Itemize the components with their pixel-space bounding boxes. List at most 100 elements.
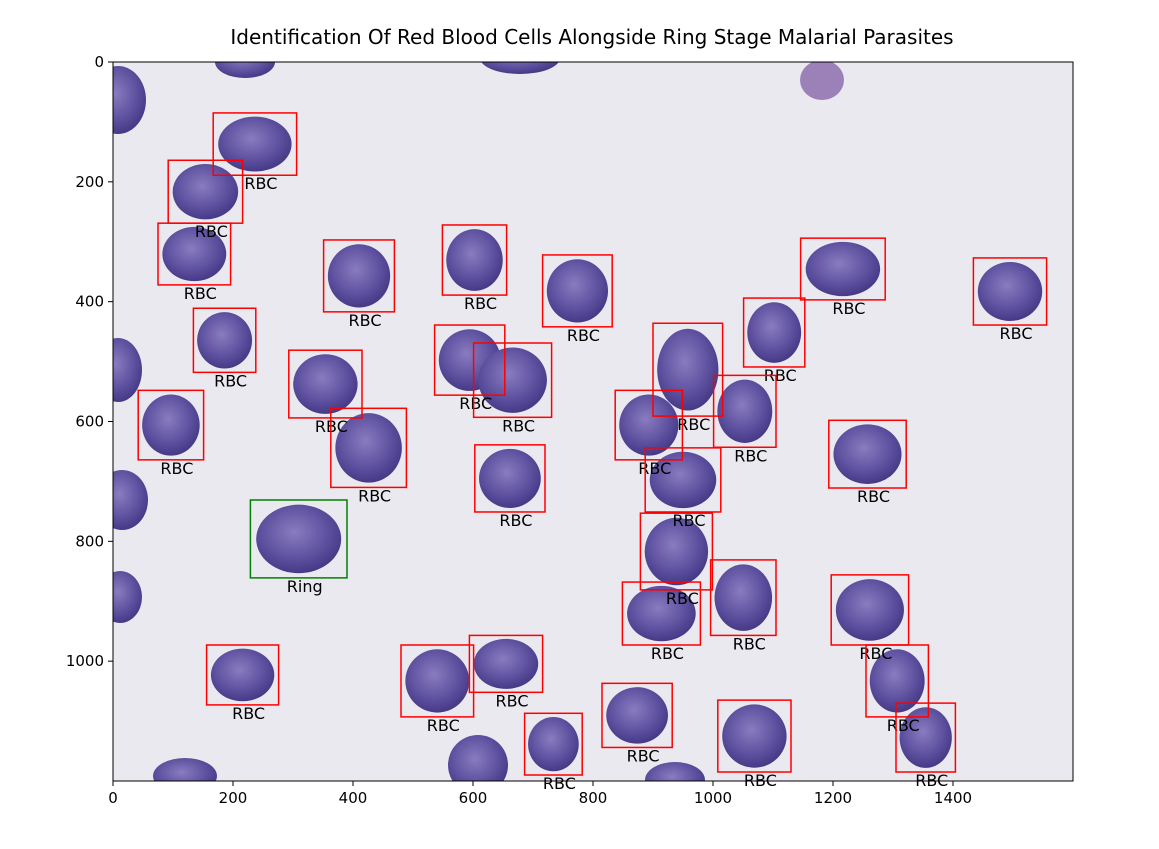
cell [619,394,679,456]
cell [448,735,508,781]
bounding-box [330,407,408,489]
box-label: RBC [832,299,865,318]
cell [479,448,541,508]
x-tick-label: 600 [459,789,488,807]
bounding-box [828,419,907,489]
bounding-box [523,712,583,776]
cell [546,259,609,323]
cell [405,649,470,713]
box-label: RBC [764,366,797,385]
box-label: RBC [1000,324,1033,343]
bounding-box [865,644,930,718]
cell [172,164,239,220]
cell [606,687,668,744]
bounding-box [712,374,777,449]
box-label: RBC [859,644,892,663]
x-tick-label: 800 [579,789,608,807]
box-label: RBC [427,716,460,735]
cell [869,649,925,713]
cell [722,704,787,768]
bounding-box [474,444,546,513]
box-label: RBC [857,487,890,506]
cell [113,338,142,402]
cell [657,328,719,411]
x-tick-label: 1400 [934,789,972,807]
cell [805,241,881,297]
boxes: RBC RBC RBC RBC RBC RBC RBC RBC RBC RBC RBC RBC RBC R… [137,112,1048,793]
box-label: RBC [464,294,497,313]
cells [142,116,1043,772]
bounding-box [205,644,280,706]
cell [215,62,275,78]
y-tick-label: 1000 [66,652,104,670]
cell [153,758,217,781]
cell [327,244,391,308]
bounding-box [644,447,722,513]
bounding-box [709,559,777,637]
cell [528,716,579,772]
cell [335,413,402,483]
cell [899,707,952,768]
bounding-box [192,307,257,374]
cell [293,354,358,414]
bounding-box [742,297,806,368]
bounding-box [212,112,298,176]
chart-title: Identification Of Red Blood Cells Alongs… [230,25,953,49]
cell [833,424,902,484]
box-label: RBC [349,311,382,330]
box-label: RBC [499,511,532,530]
box-label: RBC [627,746,660,765]
box-label: RBC [214,371,247,390]
cell [142,394,200,456]
bounding-box [157,222,232,286]
cell [627,585,696,642]
box-label: RBC [459,394,492,413]
bounding-box [972,257,1048,326]
image [113,62,1073,781]
box-label: RBC [232,704,265,723]
cell [446,229,503,291]
box-label: RBC [733,634,766,653]
box-label: RBC [673,511,706,530]
box-label: RBC [502,416,535,435]
box-label: RBC [638,459,671,478]
bounding-box [621,581,702,646]
cell [218,116,292,172]
box-label: RBC [160,459,193,478]
y-tick-label: 400 [75,293,104,311]
cell [113,571,142,623]
cell [645,762,705,781]
decorative-cells [113,62,844,781]
x-tick-label: 400 [339,789,368,807]
cell [113,66,146,134]
cell [714,564,773,631]
cell [478,347,547,413]
y-tick-label: 200 [75,173,104,191]
box-label: RBC [184,284,217,303]
box-label: RBC [358,486,391,505]
cell [747,302,802,363]
bounding-box [433,324,506,396]
x-tick-label: 0 [108,789,118,807]
bounding-box [249,499,348,579]
y-tick-label: 800 [75,532,104,550]
x-tick-label: 1200 [814,789,852,807]
y-tick-label: 0 [94,53,104,71]
bounding-box [288,349,363,419]
cell [649,451,717,509]
box-label: RBC [734,446,767,465]
bounding-box [322,239,396,313]
y-tick-label: 600 [75,413,104,431]
bounding-box [601,682,673,749]
cell [481,62,559,74]
cell [717,379,773,443]
bounding-box [652,322,724,417]
cell [800,62,844,100]
box-label: RBC [887,716,920,735]
bounding-box [717,699,792,773]
bounding-box [541,254,613,328]
box-label: RBC [651,644,684,663]
cell [644,517,709,586]
box-label: Ring [287,577,323,596]
bounding-box [639,512,714,591]
